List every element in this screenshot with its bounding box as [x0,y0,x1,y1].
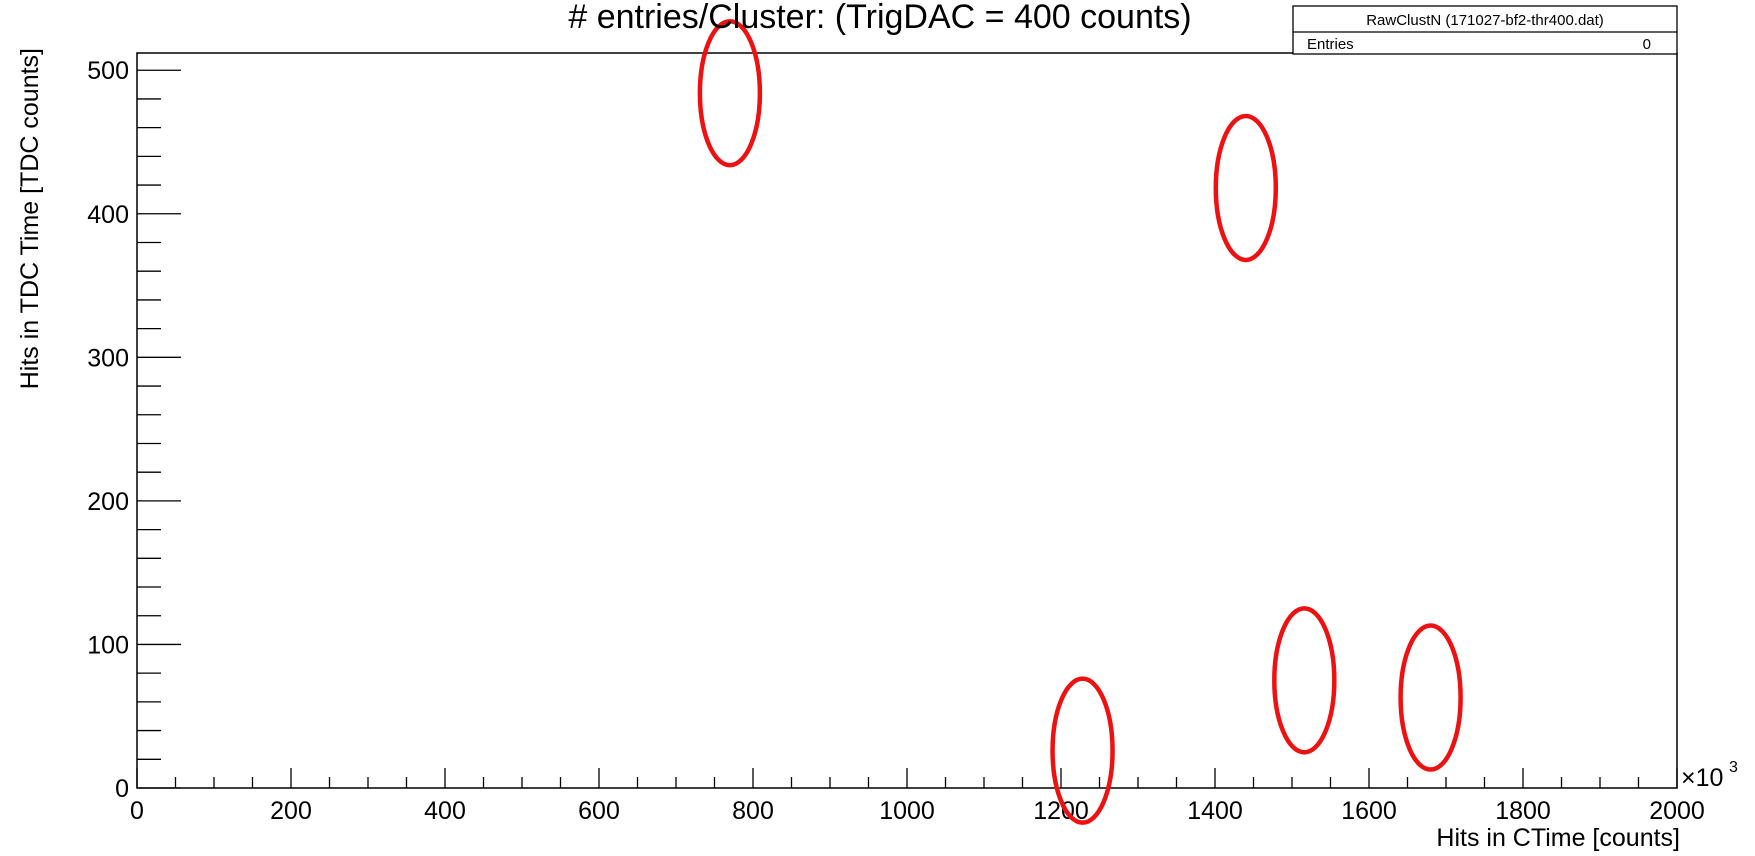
axes [136,52,1678,789]
y-tick-label: 200 [87,488,129,516]
y-tick-label: 100 [87,631,129,659]
stats-entries-value: 0 [1643,36,1651,53]
x-axis-label: Hits in CTime [counts] [1436,824,1680,852]
y-tick-label: 300 [87,344,129,372]
y-tick-label: 0 [115,775,129,803]
annotations [697,18,1463,825]
annotation-ellipse [697,18,763,168]
ticks [136,69,1678,789]
x-tick-label: 600 [578,797,620,825]
x-tick-label: 0 [130,797,144,825]
y-axis-label: Hits in TDC Time [TDC counts] [16,48,44,389]
tick-labels: 0 200 400 600 800 1000 1200 1400 1600 1800 2000010… [87,57,1738,825]
y-tick-label: 400 [87,201,129,229]
y-tick-label: 500 [87,57,129,85]
x-tick-label: 800 [732,797,774,825]
annotation-ellipse [1213,113,1279,263]
x-tick-label: 1600 [1341,797,1397,825]
x-tick-label: 400 [424,797,466,825]
annotation-ellipse [1272,606,1337,755]
annotation-ellipse [1050,676,1115,825]
x-tick-label: 1400 [1187,797,1243,825]
stats-entries-label: Entries [1307,36,1354,53]
stats-box-frame [1292,5,1678,55]
chart-title: # entries/Cluster: (TrigDAC = 400 counts… [568,0,1191,36]
annotation-ellipse [1398,623,1463,772]
x-tick-label: 1000 [879,797,935,825]
x-tick-label: 200 [270,797,312,825]
x-exponent-label: ×10 [1681,764,1723,792]
x-tick-label: 1800 [1495,797,1551,825]
stats-box: RawClustN (171027-bf2-thr400.dat) Entries… [1292,5,1678,55]
x-tick-label: 2000 [1649,797,1705,825]
stats-box-title: RawClustN (171027-bf2-thr400.dat) [1366,12,1604,29]
x-exponent-power: 3 [1729,759,1738,776]
plot-frame [136,52,1678,789]
